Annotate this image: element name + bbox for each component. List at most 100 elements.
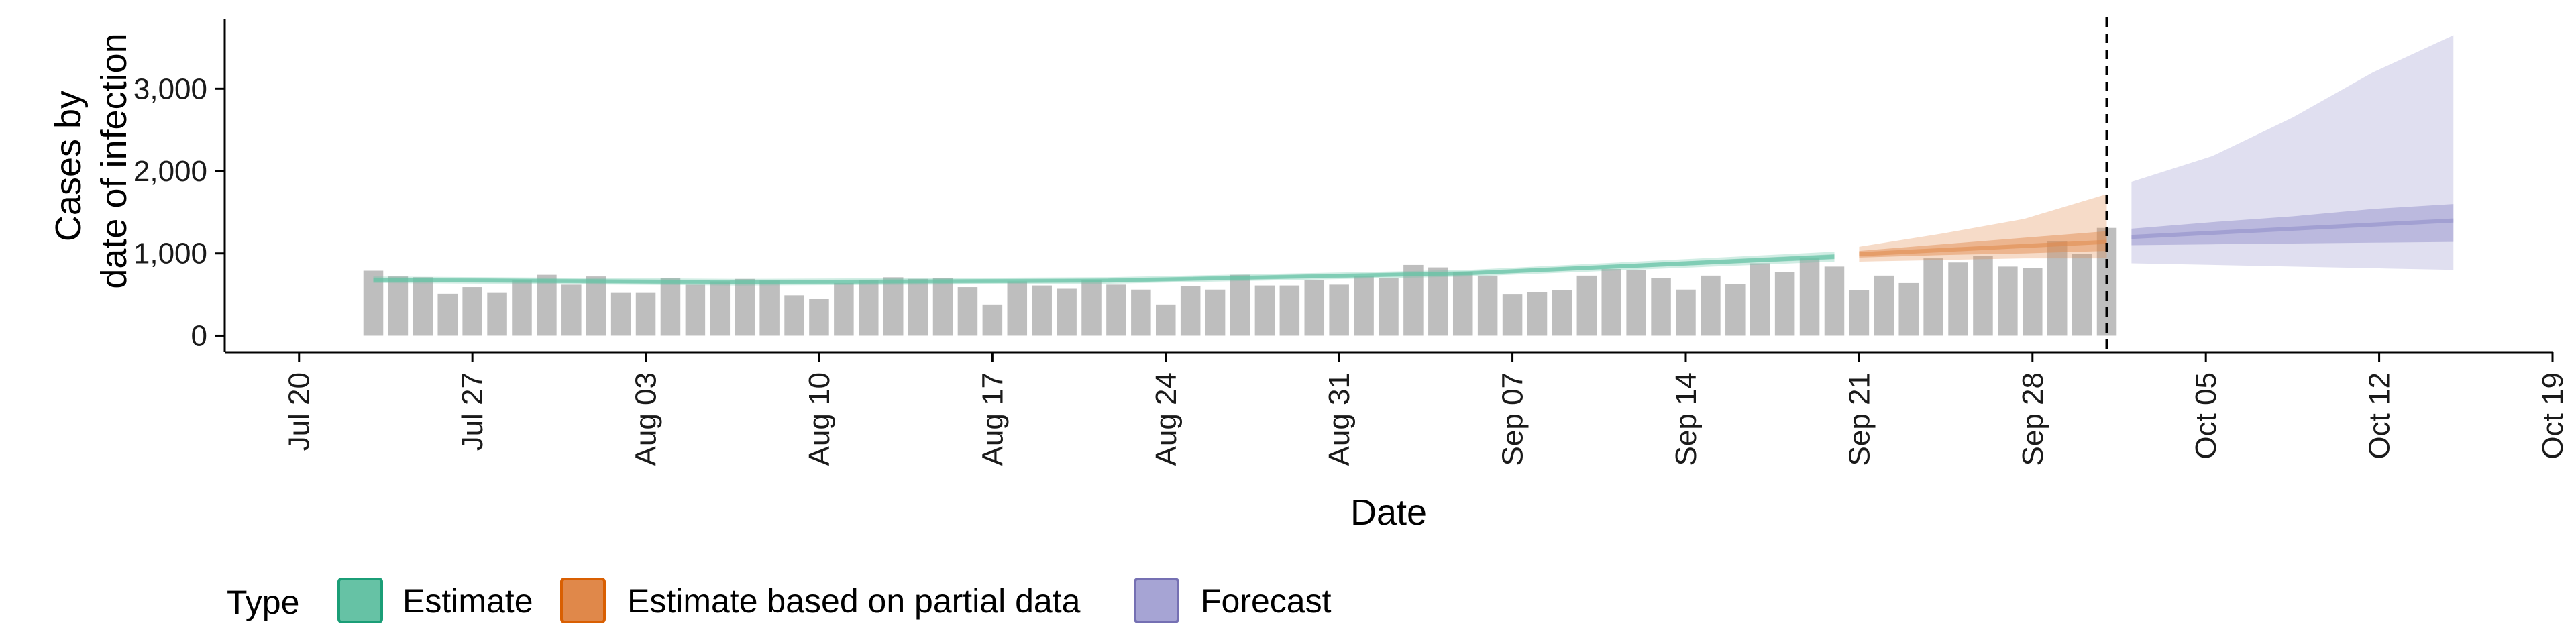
bar (1948, 262, 1968, 336)
y-axis-title-line-1: Cases by (48, 91, 89, 241)
bar (1576, 275, 1597, 336)
x-tick-label: Aug 03 (630, 372, 663, 466)
bar (883, 277, 904, 336)
bar (1254, 285, 1275, 336)
x-axis-title: Date (1350, 492, 1427, 533)
ribbon-outer-forecast (2131, 35, 2454, 270)
bar (537, 274, 557, 336)
bar (1403, 264, 1424, 336)
bar (859, 280, 879, 336)
bar (1502, 294, 1523, 336)
legend-label-estimate: Estimate (402, 582, 533, 620)
legend-title: Type (227, 584, 299, 621)
bar (710, 281, 731, 336)
x-tick-label: Oct 05 (2190, 372, 2222, 460)
bar (1156, 304, 1176, 336)
y-axis-title-line-2: date of infection (94, 33, 134, 288)
y-axis-title: Cases by date of infection (48, 33, 134, 288)
ribbon-inner-forecast (2131, 204, 2454, 246)
x-tick-label: Aug 24 (1150, 372, 1183, 466)
bar (1131, 289, 1151, 336)
bar (1701, 275, 1721, 336)
y-ticks: 0 1,000 2,000 3,000 (133, 72, 225, 352)
bar (1428, 267, 1448, 336)
legend-key-partial (560, 578, 606, 623)
x-ticks: Jul 20 Jul 27 Aug 03 Aug 10 Aug 17 Aug 24 Aug … (283, 352, 2569, 466)
bar (1032, 285, 1052, 336)
bar (561, 284, 582, 336)
ribbons-layer (373, 35, 2454, 286)
bar (1898, 282, 1919, 336)
bar (1824, 266, 1845, 336)
ribbon-median-forecast (2131, 218, 2454, 239)
bar (1329, 284, 1349, 336)
bar (462, 287, 482, 336)
x-tick-label: Jul 20 (283, 372, 316, 451)
y-tick-label: 3,000 (133, 72, 207, 105)
bar (1874, 275, 1894, 336)
bar (908, 278, 928, 336)
bar (932, 278, 953, 336)
x-tick-label: Sep 07 (1497, 372, 1529, 466)
legend-key-forecast (1134, 578, 1179, 623)
bar (1477, 275, 1498, 336)
bar (1081, 280, 1102, 336)
ribbon-median-estimate-based-on-partial-data (1859, 239, 2107, 256)
x-tick-label: Oct 19 (2536, 372, 2569, 460)
bar (1354, 276, 1374, 336)
x-tick-label: Sep 28 (2017, 372, 2049, 466)
bar (512, 280, 532, 336)
x-tick-label: Aug 31 (1323, 372, 1356, 466)
bar (1651, 278, 1671, 336)
bar (685, 284, 706, 336)
bar (1676, 289, 1696, 336)
bar (1552, 290, 1572, 336)
legend-label-forecast: Forecast (1201, 582, 1332, 620)
bar (1007, 281, 1028, 336)
bar (1626, 270, 1646, 336)
bar (1279, 285, 1300, 336)
axes-layer (223, 19, 2553, 354)
bar (437, 293, 458, 336)
bar (1180, 286, 1201, 336)
bar (635, 292, 656, 336)
bar (982, 304, 1003, 336)
bar (487, 292, 507, 336)
bar (660, 278, 681, 336)
bar (2072, 254, 2092, 336)
bar (388, 276, 409, 336)
bar (1205, 289, 1226, 336)
bar (834, 282, 854, 336)
bar (784, 295, 804, 336)
y-tick-label: 2,000 (133, 155, 207, 188)
legend-label-partial: Estimate based on partial data (627, 582, 1081, 620)
ribbon-median-estimate (373, 254, 1835, 284)
bar (1923, 258, 1943, 336)
bar (957, 287, 978, 336)
x-tick-label: Oct 12 (2363, 372, 2396, 460)
bar (1304, 280, 1325, 336)
bar (2023, 268, 2043, 336)
bar (1849, 290, 1870, 336)
bar (1973, 256, 1993, 336)
bar (735, 278, 755, 336)
bar (759, 280, 780, 336)
bar (1725, 284, 1746, 336)
x-tick-label: Aug 10 (803, 372, 836, 466)
bar (809, 299, 829, 336)
bars-layer (363, 227, 2117, 336)
bar (586, 276, 606, 336)
legend-key-estimate (337, 578, 383, 623)
bar (610, 292, 631, 336)
y-tick-label: 1,000 (133, 237, 207, 270)
legend: Type Estimate Estimate based on partial … (227, 578, 1332, 623)
bar (1998, 266, 2018, 336)
bar (1774, 272, 1795, 336)
bar (1230, 274, 1250, 336)
bar (413, 277, 433, 336)
x-tick-label: Jul 27 (456, 372, 489, 451)
bar (1057, 288, 1077, 336)
x-tick-label: Sep 21 (1843, 372, 1876, 466)
bar (1750, 263, 1770, 336)
